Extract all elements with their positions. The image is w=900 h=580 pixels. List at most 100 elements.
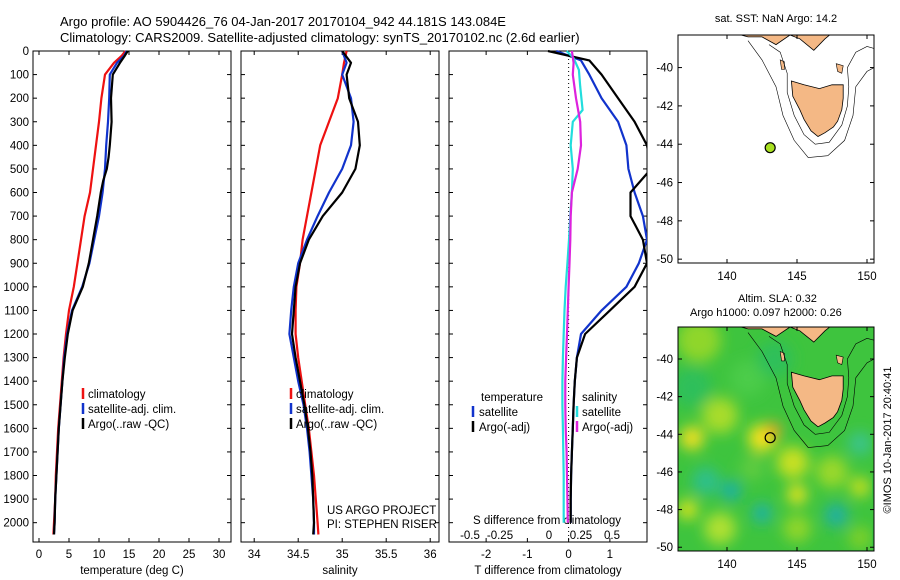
x-tick-label: 150 <box>857 271 876 283</box>
y-tick-label: 700 <box>10 211 29 223</box>
legend-entry: temperature <box>481 392 543 404</box>
x-tick-label: 140 <box>717 559 736 571</box>
sla-anomaly-patch <box>787 484 807 505</box>
legend-entry: Argo(..raw -QC) <box>88 419 169 431</box>
y-tick-label: 400 <box>10 140 29 152</box>
land-island <box>835 63 844 74</box>
x-tick-label: 15 <box>123 549 136 561</box>
y-tick-label: -44 <box>656 429 673 441</box>
sla-anomaly-patch <box>678 367 712 408</box>
y-tick-label: 1900 <box>3 494 29 506</box>
panel-difference: -2 -1 0 1 T difference from climatology S dif… <box>448 50 648 577</box>
y-tick-label: 1500 <box>3 400 29 412</box>
x-tick-label: 35 <box>336 549 349 561</box>
x-axis-label: temperature (deg C) <box>80 565 184 577</box>
y-tick-label: -48 <box>656 505 673 517</box>
x-tick-label: 20 <box>153 549 166 561</box>
x-tick-label: 145 <box>787 559 806 571</box>
sla-anomaly-patch <box>721 480 742 501</box>
sla-field <box>678 327 872 550</box>
panel-temperature: 0100200300400500600700800900100011001200… <box>3 46 232 577</box>
legend-entry: Argo(-adj) <box>479 422 530 434</box>
series-line-s-argo-adj- <box>564 50 583 523</box>
isobath-line <box>747 40 874 158</box>
x-tick-label: 140 <box>717 271 736 283</box>
sla-anomaly-patch <box>692 467 720 496</box>
sla-anomaly-patch <box>704 512 736 545</box>
sla-anomaly-patch <box>678 499 698 520</box>
sla-anomaly-patch <box>702 397 738 434</box>
plot-frame <box>32 50 232 543</box>
land-mainland <box>678 327 874 343</box>
y-tick-label: -44 <box>656 139 673 151</box>
plot-frame <box>240 50 440 543</box>
land-island <box>835 354 844 366</box>
panel-sla-map: -40 -42 -44 -46 -48 -50 140 145 150 Altim. SLA: 0… <box>656 293 894 571</box>
y-tick-label: 900 <box>10 258 29 270</box>
secondary-x-axis-label: S difference from climatology <box>473 515 621 527</box>
legend-entry: satellite-adj. clim. <box>88 404 176 416</box>
sla-anomaly-patch <box>816 455 848 488</box>
x-tick-label: 1 <box>607 549 613 561</box>
x-axis-label: T difference from climatology <box>474 565 621 577</box>
land-tasmania <box>790 80 844 137</box>
y-tick-label: 500 <box>10 164 29 176</box>
y-tick-label: 200 <box>10 93 29 105</box>
sla-anomaly-patch <box>752 503 772 524</box>
y-tick-label: -40 <box>656 63 673 75</box>
series-line-s-satellite <box>561 50 584 523</box>
series-line-satellite-adj-clim- <box>52 50 128 535</box>
sla-anomaly-patch <box>850 477 870 497</box>
figure-title-line1: Argo profile: AO 5904426_76 04-Jan-2017 … <box>60 14 506 29</box>
y-tick-label: -48 <box>656 216 673 228</box>
secondary-x-tick-label: -0.5 <box>460 530 480 542</box>
sla-anomaly-patch <box>680 426 704 451</box>
series-line-satellite-adj-clim- <box>288 50 355 535</box>
sla-anomaly-patch <box>730 359 766 396</box>
x-tick-label: 0 <box>36 549 42 561</box>
series-group <box>288 50 361 535</box>
sla-anomaly-patch <box>756 341 793 377</box>
map-subtitle: Argo h1000: 0.097 h2000: 0.26 <box>690 307 842 319</box>
legend-entry: climatology <box>88 389 146 401</box>
land-tasmania <box>790 371 844 428</box>
y-tick-label: 1600 <box>3 423 29 435</box>
legend-entry: satellite-adj. clim. <box>296 404 384 416</box>
y-tick-label: -46 <box>656 178 673 190</box>
x-tick-label: 35.5 <box>375 549 397 561</box>
y-tick-label: -50 <box>656 254 673 266</box>
y-tick-label: -46 <box>656 467 673 479</box>
argo-float-marker <box>764 142 776 154</box>
y-tick-label: 2000 <box>3 518 29 530</box>
series-group <box>52 50 129 535</box>
sla-anomaly-patch <box>678 327 721 363</box>
y-tick-label: 600 <box>10 188 29 200</box>
x-tick-label: 36 <box>424 549 437 561</box>
legend-entry: satellite <box>479 407 518 419</box>
y-tick-label: -50 <box>656 542 673 554</box>
map-frame <box>677 326 875 552</box>
x-tick-label: 25 <box>183 549 196 561</box>
secondary-x-tick-label: 0 <box>546 530 552 542</box>
series-line-argo-raw-qc- <box>52 50 129 535</box>
y-tick-label: 0 <box>23 46 29 58</box>
map-layer <box>678 327 874 551</box>
annotation-line: PI: STEPHEN RISER <box>327 519 437 531</box>
legend-entry: Argo(-adj) <box>582 422 633 434</box>
isobath-line <box>747 332 874 448</box>
legend-entry: salinity <box>582 392 617 404</box>
map-title: Altim. SLA: 0.32 <box>738 293 817 305</box>
y-tick-label: -42 <box>656 101 673 113</box>
map-title: sat. SST: NaN Argo: 14.2 <box>715 13 837 25</box>
legend-entry: climatology <box>296 389 354 401</box>
y-tick-label: 1200 <box>3 329 29 341</box>
y-tick-label: -42 <box>656 392 673 404</box>
secondary-x-tick-label: -0.25 <box>487 530 513 542</box>
land-island <box>779 59 785 70</box>
credit-label: ©IMOS 10-Jan-2017 20:40:41 <box>882 367 894 514</box>
isobath-line <box>768 44 874 145</box>
secondary-x-tick-label: 0.5 <box>604 530 620 542</box>
y-tick-label: 100 <box>10 70 29 82</box>
panel-sst-map: -40 -42 -44 -46 -48 -50 140 145 150 sat. SST: NaN… <box>656 13 876 283</box>
